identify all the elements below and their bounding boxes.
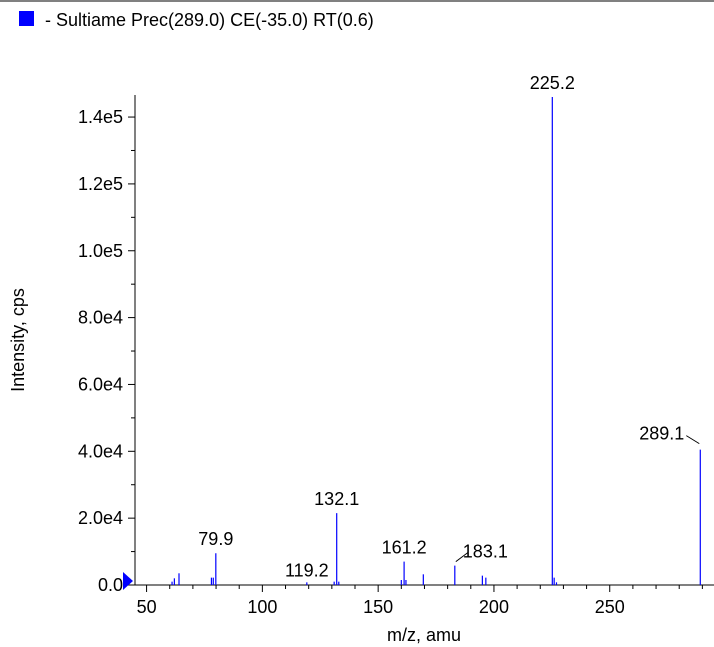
y-tick-label: 0.0 bbox=[98, 575, 123, 595]
peak-label: 119.2 bbox=[285, 560, 329, 580]
peak-label: 289.1 bbox=[639, 424, 684, 444]
peak-label: 161.2 bbox=[382, 538, 427, 558]
axes bbox=[134, 95, 714, 586]
x-tick-label: 200 bbox=[479, 597, 509, 617]
legend: - Sultiame Prec(289.0) CE(-35.0) RT(0.6) bbox=[19, 10, 374, 30]
y-tick-label: 4.0e4 bbox=[78, 441, 123, 461]
peak-annotations: 225.2 289.1 132.1 79.9 161.2 183.1 119.2 bbox=[198, 73, 700, 580]
y-tick-label: 1.4e5 bbox=[78, 107, 123, 127]
annotation-leader bbox=[686, 435, 700, 445]
baseline-marker-icon bbox=[123, 572, 133, 590]
y-tick-label: 6.0e4 bbox=[78, 374, 123, 394]
legend-title: - Sultiame Prec(289.0) CE(-35.0) RT(0.6) bbox=[45, 10, 374, 30]
y-axis-ticks: 0.0 2.0e4 4.0e4 6.0e4 8.0e4 1.0e5 1.2e5 1.4e5 bbox=[78, 107, 135, 595]
x-tick-label: 50 bbox=[137, 597, 157, 617]
x-tick-label: 150 bbox=[363, 597, 393, 617]
y-tick-label: 1.0e5 bbox=[78, 241, 123, 261]
peak-label: 225.2 bbox=[530, 73, 575, 93]
peak-label: 132.1 bbox=[314, 489, 359, 509]
peak-label: 183.1 bbox=[463, 542, 508, 562]
peak-label: 79.9 bbox=[198, 529, 233, 549]
x-tick-label: 100 bbox=[247, 597, 277, 617]
legend-swatch bbox=[19, 11, 34, 26]
spectrum-peaks bbox=[171, 97, 701, 585]
x-tick-label: 250 bbox=[595, 597, 625, 617]
y-tick-label: 8.0e4 bbox=[78, 308, 123, 328]
x-axis-title: m/z, amu bbox=[387, 625, 461, 645]
y-tick-label: 1.2e5 bbox=[78, 174, 123, 194]
y-tick-label: 2.0e4 bbox=[78, 508, 123, 528]
y-axis-title: Intensity, cps bbox=[8, 288, 28, 392]
x-axis-ticks: 50 100 150 200 250 bbox=[137, 585, 703, 617]
annotation-leader bbox=[455, 552, 469, 563]
